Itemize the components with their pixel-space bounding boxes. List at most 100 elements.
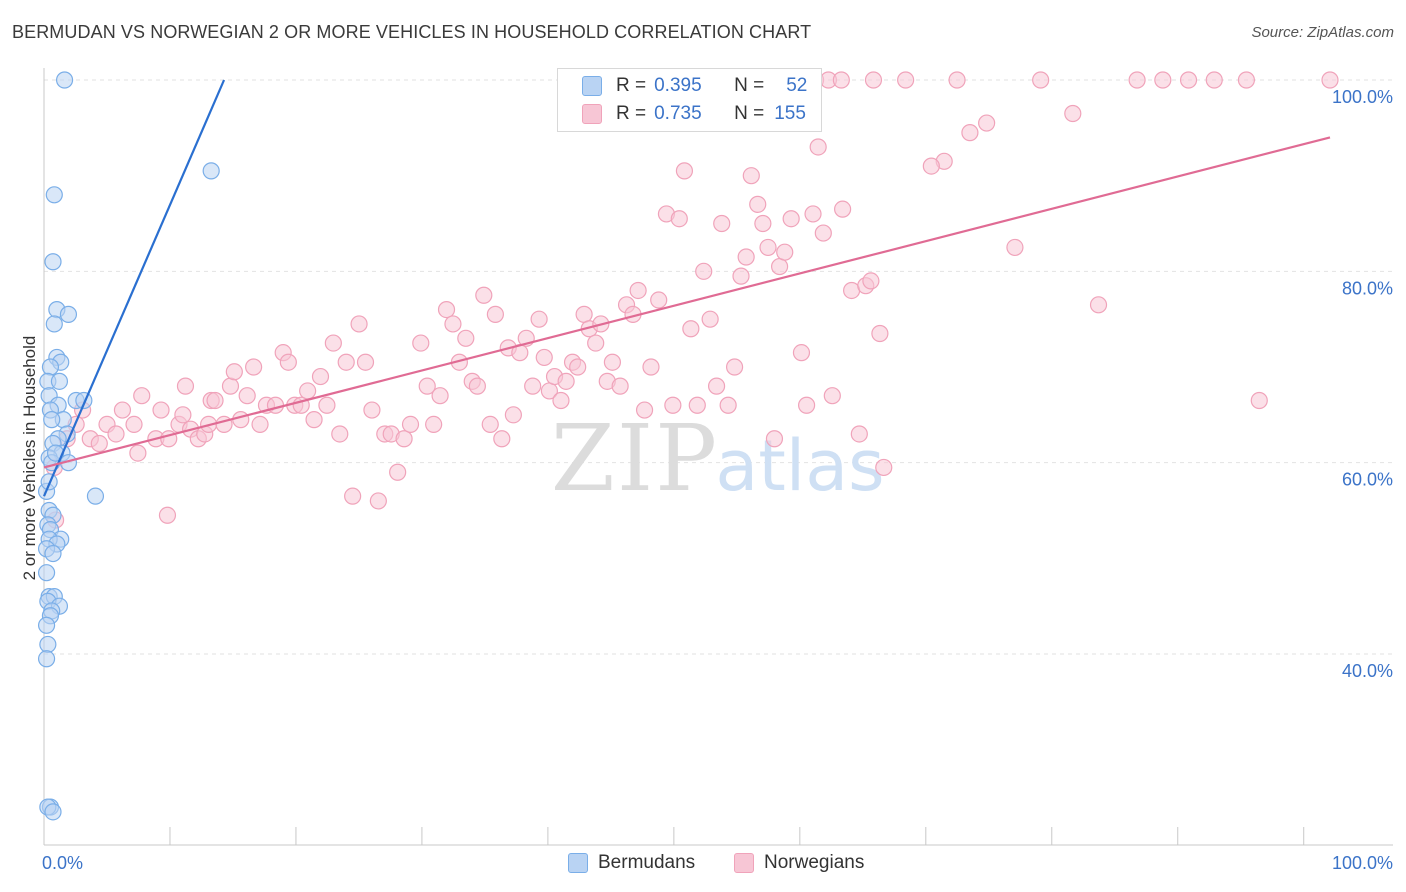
bermudan-point [45, 186, 63, 204]
norwegian-point [864, 71, 883, 89]
norwegian-point [331, 425, 349, 443]
norwegian-point [113, 401, 132, 419]
norwegian-point [797, 396, 816, 414]
norwegian-point [742, 167, 760, 185]
series-swatch-bermudans [568, 853, 588, 873]
bermudan-point [44, 253, 62, 271]
norwegian-point [1205, 71, 1223, 89]
norwegian-point [1032, 71, 1050, 89]
legend-n-label: N = [734, 75, 765, 96]
norwegian-point [176, 377, 195, 395]
series-legend-bermudans: Bermudans [568, 852, 695, 874]
bermudan-trend-line [42, 79, 226, 497]
norwegian-point [412, 334, 430, 352]
norwegian-point [318, 396, 336, 414]
bermudan-point [37, 564, 56, 582]
norwegian-point [754, 214, 772, 233]
norwegian-point [107, 425, 125, 443]
norwegian-point [305, 411, 323, 429]
norwegian-point [670, 210, 688, 228]
norwegian-point [557, 372, 575, 390]
legend-n-value: 52 [786, 75, 808, 96]
norwegian-point [152, 401, 170, 419]
norwegian-point [133, 387, 151, 405]
norwegian-point [225, 363, 243, 381]
legend-r-value: 0.395 [654, 75, 702, 96]
norwegian-point [245, 358, 263, 376]
norwegian-point [221, 377, 240, 395]
norwegian-point [635, 401, 654, 419]
norwegian-point [1321, 71, 1339, 89]
norwegian-point [823, 387, 841, 405]
norwegian-point [804, 205, 822, 223]
norwegian-point [603, 353, 622, 371]
norwegian-point [530, 310, 548, 328]
legend-row-bermudans: R = 0.395 N = 52 [582, 73, 807, 99]
norwegian-point [1089, 296, 1108, 314]
norwegian-point [444, 315, 462, 333]
norwegian-point [682, 320, 700, 338]
legend-n-value: 155 [774, 103, 806, 124]
norwegian-point [425, 415, 443, 433]
norwegian-point [875, 458, 893, 477]
norwegian-point [749, 195, 767, 213]
norwegian-point [862, 272, 880, 290]
watermark: ZIP atlas [551, 405, 885, 512]
y-axis-title: 2 or more Vehicles in Household [20, 335, 39, 581]
norwegian-point [1179, 71, 1198, 89]
norwegian-point [350, 315, 368, 333]
norwegian-point [871, 324, 889, 343]
bermudan-point [50, 372, 69, 390]
norwegian-point [1006, 238, 1024, 257]
norwegian-point [174, 406, 192, 424]
norwegian-point [1250, 391, 1268, 410]
norwegian-point [486, 305, 504, 323]
norwegian-point [834, 200, 852, 218]
norwegian-point [1128, 71, 1146, 89]
series-swatch-norwegians [734, 853, 754, 873]
norwegian-point [418, 377, 436, 395]
bermudan-point [37, 650, 56, 668]
bermudan-point [39, 635, 57, 654]
trend-lines [42, 79, 1331, 497]
norwegian-point [437, 301, 456, 319]
norwegian-point [713, 214, 731, 233]
norwegian-point [504, 406, 522, 424]
series-legend: Bermudans Norwegians [0, 852, 1406, 878]
bermudan-point [86, 487, 105, 505]
norwegian-point [475, 286, 493, 304]
norwegian-point [481, 415, 499, 433]
norwegian-point [725, 358, 744, 376]
norwegian-point [776, 243, 794, 261]
norwegian-point [922, 157, 940, 175]
watermark-zip: ZIP [551, 405, 719, 512]
bermudan-point [41, 358, 60, 376]
legend-row-norwegians: R = 0.735 N = 155 [582, 101, 806, 127]
bermudan-point [43, 411, 61, 429]
chart-source: Source: ZipAtlas.com [1251, 24, 1394, 41]
norwegian-point [206, 391, 224, 410]
legend-r-label: R = [616, 75, 647, 96]
norwegian-point [401, 415, 420, 433]
bermudan-point [45, 315, 63, 333]
bermudan-points [37, 71, 220, 821]
norwegian-point [129, 444, 147, 462]
norwegian-point [311, 367, 330, 386]
series-legend-norwegians: Norwegians [734, 852, 864, 874]
norwegian-point [524, 377, 542, 395]
norwegian-trend-line [43, 136, 1331, 469]
norwegian-point [1064, 104, 1082, 123]
y-tick-label: 80.0% [1342, 278, 1393, 298]
norwegian-point [737, 248, 755, 266]
y-tick-label: 40.0% [1342, 661, 1393, 681]
norwegian-point [569, 358, 587, 376]
norwegian-point [493, 430, 511, 448]
stats-legend: R = 0.395 N = 52 R = 0.735 N = 155 [557, 68, 822, 132]
series-name-norwegians: Norwegians [764, 852, 865, 873]
legend-swatch-norwegians [582, 104, 602, 124]
norwegian-point [1154, 71, 1172, 89]
norwegian-point [664, 396, 682, 414]
bermudan-point [44, 803, 62, 821]
norwegian-point [629, 281, 647, 300]
